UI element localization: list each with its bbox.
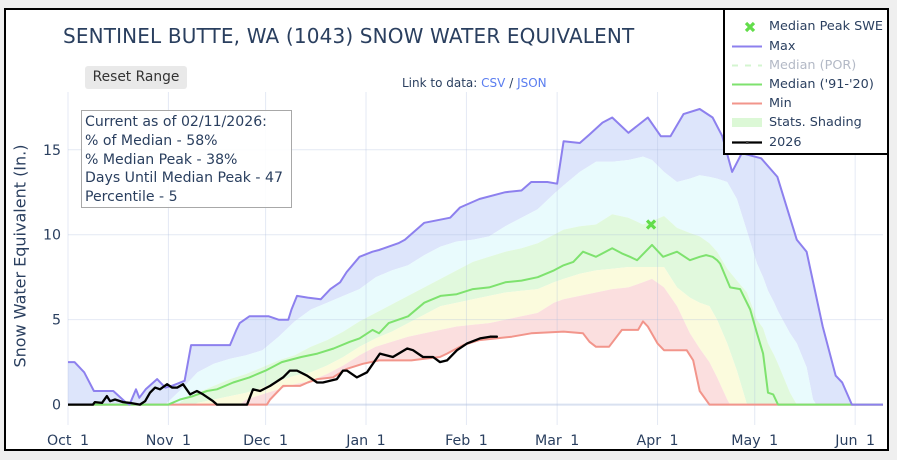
wy2026-line: [68, 335, 499, 406]
y-tick-label: 15: [43, 143, 61, 159]
legend-item-median-91-20[interactable]: Median ('91-'20): [725, 75, 887, 94]
shading-band-max-p90: [68, 109, 883, 405]
series-lines-layer: [68, 108, 883, 406]
legend-label: Max: [769, 38, 796, 54]
legend-item-median-por[interactable]: Median (POR): [725, 56, 887, 75]
stats-shading-layer: [68, 109, 883, 405]
current-stats-box: Current as of 02/11/2026: % of Median - …: [81, 110, 292, 208]
legend-item-max[interactable]: Max: [725, 37, 887, 56]
y-tick-label: 0: [52, 398, 61, 414]
legend-item-median-peak-swe[interactable]: Median Peak SWE: [725, 17, 887, 36]
x-tick-label: Mar 1: [535, 433, 579, 449]
legend-item-min[interactable]: Min: [725, 94, 887, 113]
marker-layer: [645, 219, 657, 230]
legend-label: Median (POR): [769, 57, 857, 73]
x-tick-label: May 1: [731, 433, 778, 449]
y-tick-label: 5: [52, 313, 61, 329]
x-tick-label: Feb 1: [445, 433, 488, 449]
x-marker-icon: [744, 22, 756, 33]
max-line: [68, 108, 883, 406]
legend-label: Median Peak SWE: [769, 19, 883, 35]
y-axis-title: Snow Water Equivalent (In.): [11, 145, 30, 368]
median_9120-line: [68, 243, 883, 406]
data-link-separator: /: [509, 76, 514, 90]
axes-layer: Oct 1 Nov 1 Dec 1 Jan 1 Feb 1 Mar 1 Apr 1 May 1…: [43, 143, 875, 449]
median-peak-marker: [645, 219, 657, 230]
data-link-prefix: Link to data:: [402, 76, 478, 90]
line-icon: [732, 83, 762, 86]
dashed-line-icon: [732, 64, 762, 67]
legend-label: 2026: [769, 134, 802, 150]
legend-label: Median ('91-'20): [769, 77, 874, 93]
x-tick-label: Jan 1: [345, 433, 385, 449]
info-as-of-date: Current as of 02/11/2026:: [85, 114, 267, 130]
x-tick-label: Oct 1: [47, 433, 89, 449]
line-icon: [732, 102, 762, 105]
data-links: Link to data: CSV / JSON: [402, 76, 547, 90]
info-percent-median-peak: % Median Peak - 38%: [85, 151, 238, 168]
shading-band-p70-p30: [68, 214, 883, 405]
shading-swatch-icon: [732, 118, 762, 128]
y-tick-label: 10: [43, 228, 61, 244]
info-percent-of-median: % of Median - 58%: [85, 132, 218, 149]
legend-label: Stats. Shading: [769, 115, 862, 131]
line-marker-icon: [732, 140, 762, 144]
shading-band-p90-p70: [68, 156, 883, 405]
x-tick-label: Dec 1: [243, 433, 288, 449]
x-tick-label: Nov 1: [146, 433, 191, 449]
legend-label: Min: [769, 96, 792, 112]
legend: Median Peak SWE Max Median (POR) Median …: [723, 8, 889, 155]
shading-band-p30-p10: [68, 267, 883, 405]
x-tick-label: Jun 1: [834, 433, 875, 449]
json-link[interactable]: JSON: [517, 76, 547, 90]
x-tick-label: Apr 1: [637, 433, 679, 449]
reset-range-button[interactable]: Reset Range: [85, 66, 187, 89]
info-days-until-median-peak: Days Until Median Peak - 47: [85, 170, 283, 187]
chart-title: SENTINEL BUTTE, WA (1043) SNOW WATER EQU…: [63, 24, 635, 48]
csv-link[interactable]: CSV: [481, 76, 506, 90]
line-icon: [732, 45, 762, 48]
legend-item-2026[interactable]: 2026: [725, 133, 887, 152]
info-percentile: Percentile - 5: [85, 189, 178, 206]
legend-item-stats-shading[interactable]: Stats. Shading: [725, 113, 887, 132]
